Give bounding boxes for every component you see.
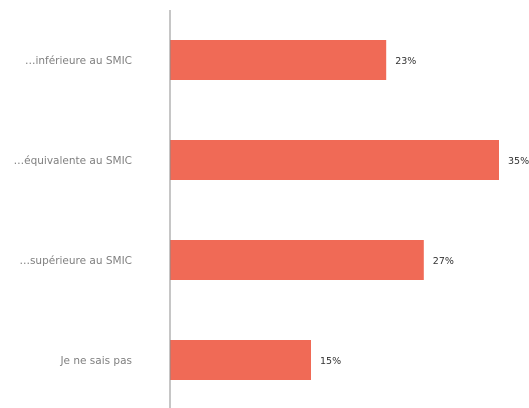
bar-3 xyxy=(170,340,311,380)
bar-1 xyxy=(170,140,499,180)
value-label-0: 23% xyxy=(395,56,416,67)
category-label-3: Je ne sais pas xyxy=(59,355,132,367)
bar-2 xyxy=(170,240,424,280)
category-label-1: …équivalente au SMIC xyxy=(14,155,132,167)
value-labels-group: 23% 35% 27% 15% xyxy=(320,56,529,367)
category-label-0: …inférieure au SMIC xyxy=(25,55,132,67)
value-label-3: 15% xyxy=(320,356,341,367)
value-label-1: 35% xyxy=(508,156,529,167)
category-label-2: …supérieure au SMIC xyxy=(19,255,132,267)
value-label-2: 27% xyxy=(433,256,454,267)
bars-group xyxy=(170,40,499,380)
bar-0 xyxy=(170,40,387,80)
category-labels-group: …inférieure au SMIC …équivalente au SMIC …… xyxy=(14,55,132,367)
